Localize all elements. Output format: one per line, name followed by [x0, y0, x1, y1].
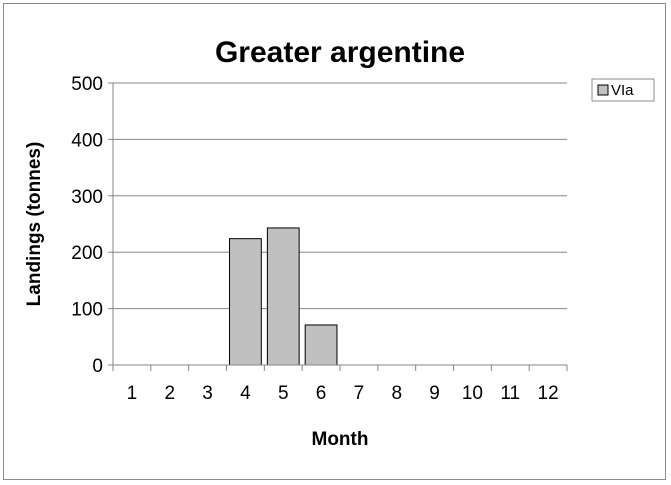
- y-tick-label-0: 0: [92, 356, 103, 377]
- x-tick-label-4: 4: [240, 383, 251, 404]
- x-tick-label-5: 5: [278, 383, 289, 404]
- axes: [112, 83, 568, 371]
- x-axis-title: Month: [312, 429, 369, 450]
- legend-label-via: VIa: [611, 82, 634, 99]
- x-tick-label-6: 6: [316, 383, 327, 404]
- bar-4: [229, 238, 262, 366]
- y-tick-label-100: 100: [71, 300, 103, 321]
- chart-title: Greater argentine: [215, 36, 465, 69]
- x-tick-label-12: 12: [538, 383, 559, 404]
- x-tick-label-9: 9: [429, 383, 440, 404]
- gridlines: [108, 82, 567, 366]
- y-tick-label-200: 200: [71, 243, 103, 264]
- y-axis-title: Landings (tonnes): [24, 142, 45, 307]
- y-tick-label-400: 400: [71, 130, 103, 151]
- y-tick-label-300: 300: [71, 187, 103, 208]
- x-tick-label-7: 7: [354, 383, 365, 404]
- y-tick-label-500: 500: [71, 74, 103, 95]
- x-tick-label-3: 3: [202, 383, 213, 404]
- x-tick-label-1: 1: [127, 383, 138, 404]
- bar-6: [304, 324, 338, 366]
- legend-swatch-via: [597, 84, 609, 96]
- x-tick-label-11: 11: [500, 383, 520, 404]
- y-tick-labels: 0 100 200 300 400 500: [71, 74, 103, 377]
- x-tick-label-2: 2: [164, 383, 175, 404]
- x-tick-labels: 1 2 3 4 5 6 7 8 9 10 11 12: [127, 383, 559, 404]
- bars: [229, 227, 338, 366]
- legend: VIa: [591, 78, 655, 102]
- x-tick-label-10: 10: [462, 383, 483, 404]
- x-tick-label-8: 8: [391, 383, 402, 404]
- bar-5: [266, 227, 300, 366]
